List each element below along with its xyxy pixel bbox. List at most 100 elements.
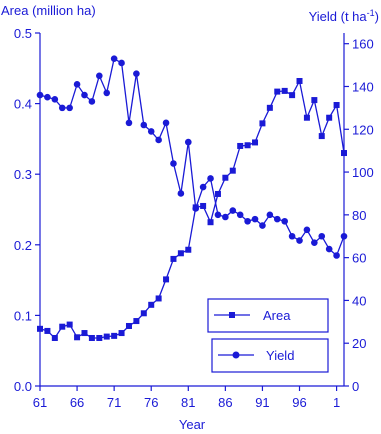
data-point-yield xyxy=(103,89,111,97)
data-point-yield xyxy=(229,207,237,214)
data-point-area xyxy=(96,334,103,341)
right-y-title-main: Yield (t ha xyxy=(309,9,368,24)
data-point-area xyxy=(140,310,147,317)
data-point-yield xyxy=(125,119,133,127)
data-point-yield xyxy=(333,252,340,259)
data-point-area xyxy=(37,325,43,332)
x-tick-label: 81 xyxy=(181,395,195,410)
series-yield xyxy=(36,55,348,259)
data-point-area xyxy=(155,295,162,302)
data-point-area xyxy=(222,174,229,181)
data-point-yield xyxy=(73,81,81,88)
data-point-area xyxy=(74,334,81,341)
data-point-yield xyxy=(259,222,266,229)
right-y-tick-label: 100 xyxy=(352,165,374,180)
right-y-tick-label: 60 xyxy=(352,251,366,266)
data-point-yield xyxy=(44,93,51,101)
data-point-area xyxy=(333,102,340,109)
data-point-area xyxy=(133,318,140,325)
data-point-area xyxy=(163,276,170,283)
data-point-area xyxy=(118,330,125,337)
data-point-area xyxy=(311,97,318,104)
data-point-yield xyxy=(96,72,103,80)
data-point-yield xyxy=(147,128,155,135)
x-ticks: 61 66 71 76 81 86 91 96 1 xyxy=(33,386,340,410)
series-layer xyxy=(36,55,348,341)
data-point-yield xyxy=(251,215,259,223)
data-point-yield xyxy=(199,183,207,191)
data-point-yield xyxy=(51,96,59,103)
data-point-area xyxy=(125,322,132,329)
left-y-tick-label: 0.0 xyxy=(14,379,32,394)
data-point-yield xyxy=(236,211,244,219)
left-y-tick-label: 0.5 xyxy=(14,26,32,41)
right-y-tick-label: 0 xyxy=(352,379,359,394)
data-point-area xyxy=(341,150,347,157)
data-point-yield xyxy=(273,215,281,223)
data-point-yield xyxy=(118,59,125,67)
data-point-yield xyxy=(281,217,288,225)
data-point-yield xyxy=(288,232,296,240)
data-point-yield xyxy=(311,239,318,246)
data-point-yield xyxy=(192,205,200,212)
legend-label-yield: Yield xyxy=(266,348,294,363)
data-point-yield xyxy=(140,121,148,129)
data-point-yield xyxy=(340,232,348,240)
x-tick-label: 1 xyxy=(333,395,340,410)
data-point-yield xyxy=(266,211,274,219)
data-point-area xyxy=(281,87,288,94)
data-point-area xyxy=(274,88,281,95)
legend-marker-yield xyxy=(232,351,240,359)
data-point-area xyxy=(229,167,236,174)
right-y-title-superscript: -1 xyxy=(367,8,375,18)
data-point-area xyxy=(51,334,58,341)
x-axis-title: Year xyxy=(179,417,206,432)
data-point-area xyxy=(244,142,251,149)
x-tick-label: 96 xyxy=(292,395,306,410)
data-point-area xyxy=(103,333,110,340)
data-point-yield xyxy=(36,91,44,99)
data-point-area xyxy=(170,255,177,262)
x-tick-label: 76 xyxy=(144,395,158,410)
data-point-area xyxy=(207,219,214,226)
data-point-area xyxy=(252,139,259,146)
legend: Area Yield xyxy=(207,298,329,373)
right-y-tick-label: 40 xyxy=(352,293,366,308)
right-y-tick-label: 160 xyxy=(352,37,374,52)
data-point-yield xyxy=(81,91,88,99)
data-point-area xyxy=(81,330,88,337)
data-point-yield xyxy=(58,104,66,112)
data-point-yield xyxy=(66,104,73,112)
data-point-area xyxy=(326,114,333,121)
data-point-yield xyxy=(318,232,326,240)
data-point-area xyxy=(59,323,66,330)
data-point-yield xyxy=(207,175,214,182)
data-point-area xyxy=(66,321,73,328)
data-point-yield xyxy=(222,213,229,221)
x-tick-label: 66 xyxy=(70,395,84,410)
data-point-yield xyxy=(214,211,222,219)
data-point-area xyxy=(237,142,244,149)
data-point-yield xyxy=(162,119,170,127)
data-point-area xyxy=(111,332,118,339)
left-y-tick-label: 0.1 xyxy=(14,308,32,323)
data-point-yield xyxy=(133,70,140,77)
data-point-area xyxy=(266,104,273,111)
legend-label-area: Area xyxy=(263,308,291,323)
data-point-yield xyxy=(303,226,311,234)
right-y-ticks: 0 20 40 60 80 100 120 140 160 xyxy=(344,37,374,394)
data-point-area xyxy=(289,92,296,99)
right-y-tick-label: 120 xyxy=(352,122,374,137)
right-y-axis-title: Yield (t ha-1) xyxy=(309,8,379,24)
x-tick-label: 91 xyxy=(255,395,269,410)
data-point-yield xyxy=(296,237,303,244)
x-tick-label: 61 xyxy=(33,395,47,410)
left-y-tick-label: 0.3 xyxy=(14,167,32,182)
data-point-yield xyxy=(155,136,162,144)
right-y-tick-label: 20 xyxy=(352,336,366,351)
data-point-area xyxy=(259,120,266,127)
x-tick-label: 71 xyxy=(107,395,121,410)
data-point-yield xyxy=(244,217,251,225)
data-point-area xyxy=(185,246,192,253)
